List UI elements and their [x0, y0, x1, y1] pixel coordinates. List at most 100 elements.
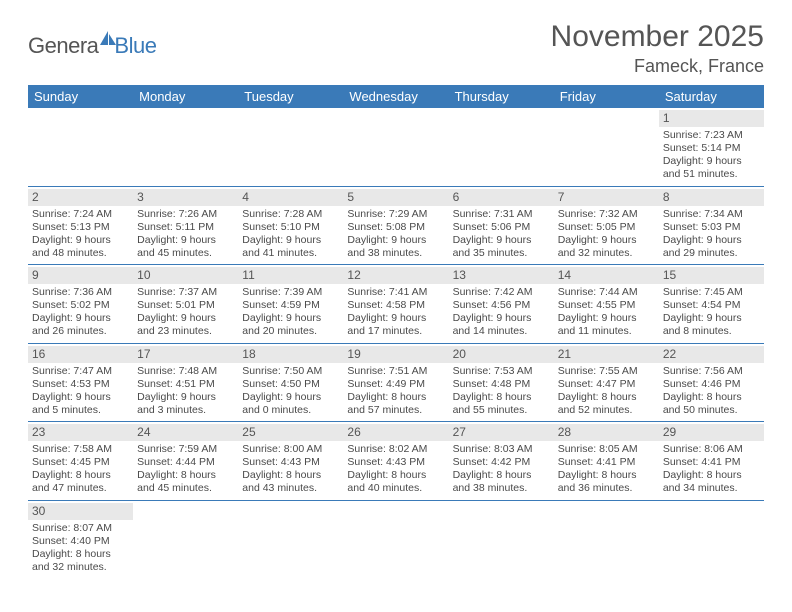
- day-info: Sunrise: 8:02 AMSunset: 4:43 PMDaylight:…: [347, 443, 444, 496]
- day-info: Sunrise: 7:23 AMSunset: 5:14 PMDaylight:…: [663, 129, 760, 182]
- day-cell: 20Sunrise: 7:53 AMSunset: 4:48 PMDayligh…: [449, 344, 554, 422]
- day-info: Sunrise: 7:37 AMSunset: 5:01 PMDaylight:…: [137, 286, 234, 339]
- sunset-text: Sunset: 5:10 PM: [242, 221, 339, 234]
- daylight-text: Daylight: 8 hours and 57 minutes.: [347, 391, 444, 417]
- day-number: 6: [449, 189, 554, 206]
- sunset-text: Sunset: 5:11 PM: [137, 221, 234, 234]
- day-number: 30: [28, 503, 133, 520]
- day-number: 2: [28, 189, 133, 206]
- day-number: 22: [659, 346, 764, 363]
- daylight-text: Daylight: 8 hours and 55 minutes.: [453, 391, 550, 417]
- daylight-text: Daylight: 8 hours and 38 minutes.: [453, 469, 550, 495]
- sunrise-text: Sunrise: 7:29 AM: [347, 208, 444, 221]
- sunrise-text: Sunrise: 7:34 AM: [663, 208, 760, 221]
- day-cell: [133, 108, 238, 186]
- day-cell: [659, 501, 764, 579]
- title-block: November 2025 Fameck, France: [551, 20, 764, 77]
- day-info: Sunrise: 7:48 AMSunset: 4:51 PMDaylight:…: [137, 365, 234, 418]
- day-cell: [554, 108, 659, 186]
- day-number: 7: [554, 189, 659, 206]
- day-info: Sunrise: 7:41 AMSunset: 4:58 PMDaylight:…: [347, 286, 444, 339]
- sunset-text: Sunset: 5:03 PM: [663, 221, 760, 234]
- sunset-text: Sunset: 4:47 PM: [558, 378, 655, 391]
- sunrise-text: Sunrise: 7:31 AM: [453, 208, 550, 221]
- day-cell: 30Sunrise: 8:07 AMSunset: 4:40 PMDayligh…: [28, 501, 133, 579]
- day-number: 23: [28, 424, 133, 441]
- daylight-text: Daylight: 9 hours and 3 minutes.: [137, 391, 234, 417]
- sunrise-text: Sunrise: 7:48 AM: [137, 365, 234, 378]
- day-cell: 5 Sunrise: 7:29 AMSunset: 5:08 PMDaylight…: [343, 187, 448, 265]
- day-cell: 19Sunrise: 7:51 AMSunset: 4:49 PMDayligh…: [343, 344, 448, 422]
- day-number: 28: [554, 424, 659, 441]
- daylight-text: Daylight: 8 hours and 50 minutes.: [663, 391, 760, 417]
- day-info: Sunrise: 7:28 AMSunset: 5:10 PMDaylight:…: [242, 208, 339, 261]
- sunrise-text: Sunrise: 7:39 AM: [242, 286, 339, 299]
- daylight-text: Daylight: 9 hours and 32 minutes.: [558, 234, 655, 260]
- sunset-text: Sunset: 4:55 PM: [558, 299, 655, 312]
- week-row: 30Sunrise: 8:07 AMSunset: 4:40 PMDayligh…: [28, 501, 764, 579]
- day-cell: 2Sunrise: 7:24 AMSunset: 5:13 PMDaylight…: [28, 187, 133, 265]
- day-cell: [343, 108, 448, 186]
- sunset-text: Sunset: 5:01 PM: [137, 299, 234, 312]
- day-info: Sunrise: 7:55 AMSunset: 4:47 PMDaylight:…: [558, 365, 655, 418]
- day-info: Sunrise: 7:31 AMSunset: 5:06 PMDaylight:…: [453, 208, 550, 261]
- daylight-text: Daylight: 9 hours and 35 minutes.: [453, 234, 550, 260]
- day-info: Sunrise: 7:50 AMSunset: 4:50 PMDaylight:…: [242, 365, 339, 418]
- calendar: SundayMondayTuesdayWednesdayThursdayFrid…: [28, 85, 764, 578]
- sunrise-text: Sunrise: 7:28 AM: [242, 208, 339, 221]
- header: Genera Blue November 2025 Fameck, France: [28, 20, 764, 77]
- sunset-text: Sunset: 4:49 PM: [347, 378, 444, 391]
- day-cell: 1 Sunrise: 7:23 AMSunset: 5:14 PMDaylight…: [659, 108, 764, 186]
- day-number: 5: [343, 189, 448, 206]
- day-info: Sunrise: 7:44 AMSunset: 4:55 PMDaylight:…: [558, 286, 655, 339]
- sunset-text: Sunset: 4:42 PM: [453, 456, 550, 469]
- logo-word2: Blue: [114, 33, 156, 59]
- day-info: Sunrise: 7:29 AMSunset: 5:08 PMDaylight:…: [347, 208, 444, 261]
- day-info: Sunrise: 7:56 AMSunset: 4:46 PMDaylight:…: [663, 365, 760, 418]
- day-info: Sunrise: 7:32 AMSunset: 5:05 PMDaylight:…: [558, 208, 655, 261]
- day-number: 18: [238, 346, 343, 363]
- day-cell: 23Sunrise: 7:58 AMSunset: 4:45 PMDayligh…: [28, 422, 133, 500]
- day-number: 1: [659, 110, 764, 127]
- sunrise-text: Sunrise: 7:55 AM: [558, 365, 655, 378]
- sunset-text: Sunset: 4:41 PM: [663, 456, 760, 469]
- sunset-text: Sunset: 4:40 PM: [32, 535, 129, 548]
- daylight-text: Daylight: 9 hours and 29 minutes.: [663, 234, 760, 260]
- day-info: Sunrise: 7:26 AMSunset: 5:11 PMDaylight:…: [137, 208, 234, 261]
- sunset-text: Sunset: 4:53 PM: [32, 378, 129, 391]
- sunset-text: Sunset: 4:41 PM: [558, 456, 655, 469]
- sunset-text: Sunset: 5:06 PM: [453, 221, 550, 234]
- sunset-text: Sunset: 5:08 PM: [347, 221, 444, 234]
- sunrise-text: Sunrise: 7:26 AM: [137, 208, 234, 221]
- week-row: 9Sunrise: 7:36 AMSunset: 5:02 PMDaylight…: [28, 265, 764, 344]
- daylight-text: Daylight: 8 hours and 40 minutes.: [347, 469, 444, 495]
- day-cell: [133, 501, 238, 579]
- sunset-text: Sunset: 4:46 PM: [663, 378, 760, 391]
- daylight-text: Daylight: 9 hours and 45 minutes.: [137, 234, 234, 260]
- day-info: Sunrise: 7:53 AMSunset: 4:48 PMDaylight:…: [453, 365, 550, 418]
- weekday-header: Tuesday: [238, 85, 343, 108]
- day-info: Sunrise: 7:34 AMSunset: 5:03 PMDaylight:…: [663, 208, 760, 261]
- week-row: 2Sunrise: 7:24 AMSunset: 5:13 PMDaylight…: [28, 187, 764, 266]
- sunset-text: Sunset: 4:43 PM: [347, 456, 444, 469]
- day-number: 27: [449, 424, 554, 441]
- day-cell: 10Sunrise: 7:37 AMSunset: 5:01 PMDayligh…: [133, 265, 238, 343]
- month-title: November 2025: [551, 20, 764, 54]
- day-cell: 9Sunrise: 7:36 AMSunset: 5:02 PMDaylight…: [28, 265, 133, 343]
- day-info: Sunrise: 8:00 AMSunset: 4:43 PMDaylight:…: [242, 443, 339, 496]
- daylight-text: Daylight: 8 hours and 47 minutes.: [32, 469, 129, 495]
- day-info: Sunrise: 8:03 AMSunset: 4:42 PMDaylight:…: [453, 443, 550, 496]
- day-info: Sunrise: 8:05 AMSunset: 4:41 PMDaylight:…: [558, 443, 655, 496]
- day-number: 4: [238, 189, 343, 206]
- daylight-text: Daylight: 8 hours and 32 minutes.: [32, 548, 129, 574]
- location-label: Fameck, France: [551, 56, 764, 77]
- sunrise-text: Sunrise: 7:24 AM: [32, 208, 129, 221]
- daylight-text: Daylight: 8 hours and 36 minutes.: [558, 469, 655, 495]
- day-cell: 26Sunrise: 8:02 AMSunset: 4:43 PMDayligh…: [343, 422, 448, 500]
- day-cell: 13Sunrise: 7:42 AMSunset: 4:56 PMDayligh…: [449, 265, 554, 343]
- sunset-text: Sunset: 5:05 PM: [558, 221, 655, 234]
- week-row: 16Sunrise: 7:47 AMSunset: 4:53 PMDayligh…: [28, 344, 764, 423]
- daylight-text: Daylight: 9 hours and 17 minutes.: [347, 312, 444, 338]
- sunrise-text: Sunrise: 7:59 AM: [137, 443, 234, 456]
- day-cell: [28, 108, 133, 186]
